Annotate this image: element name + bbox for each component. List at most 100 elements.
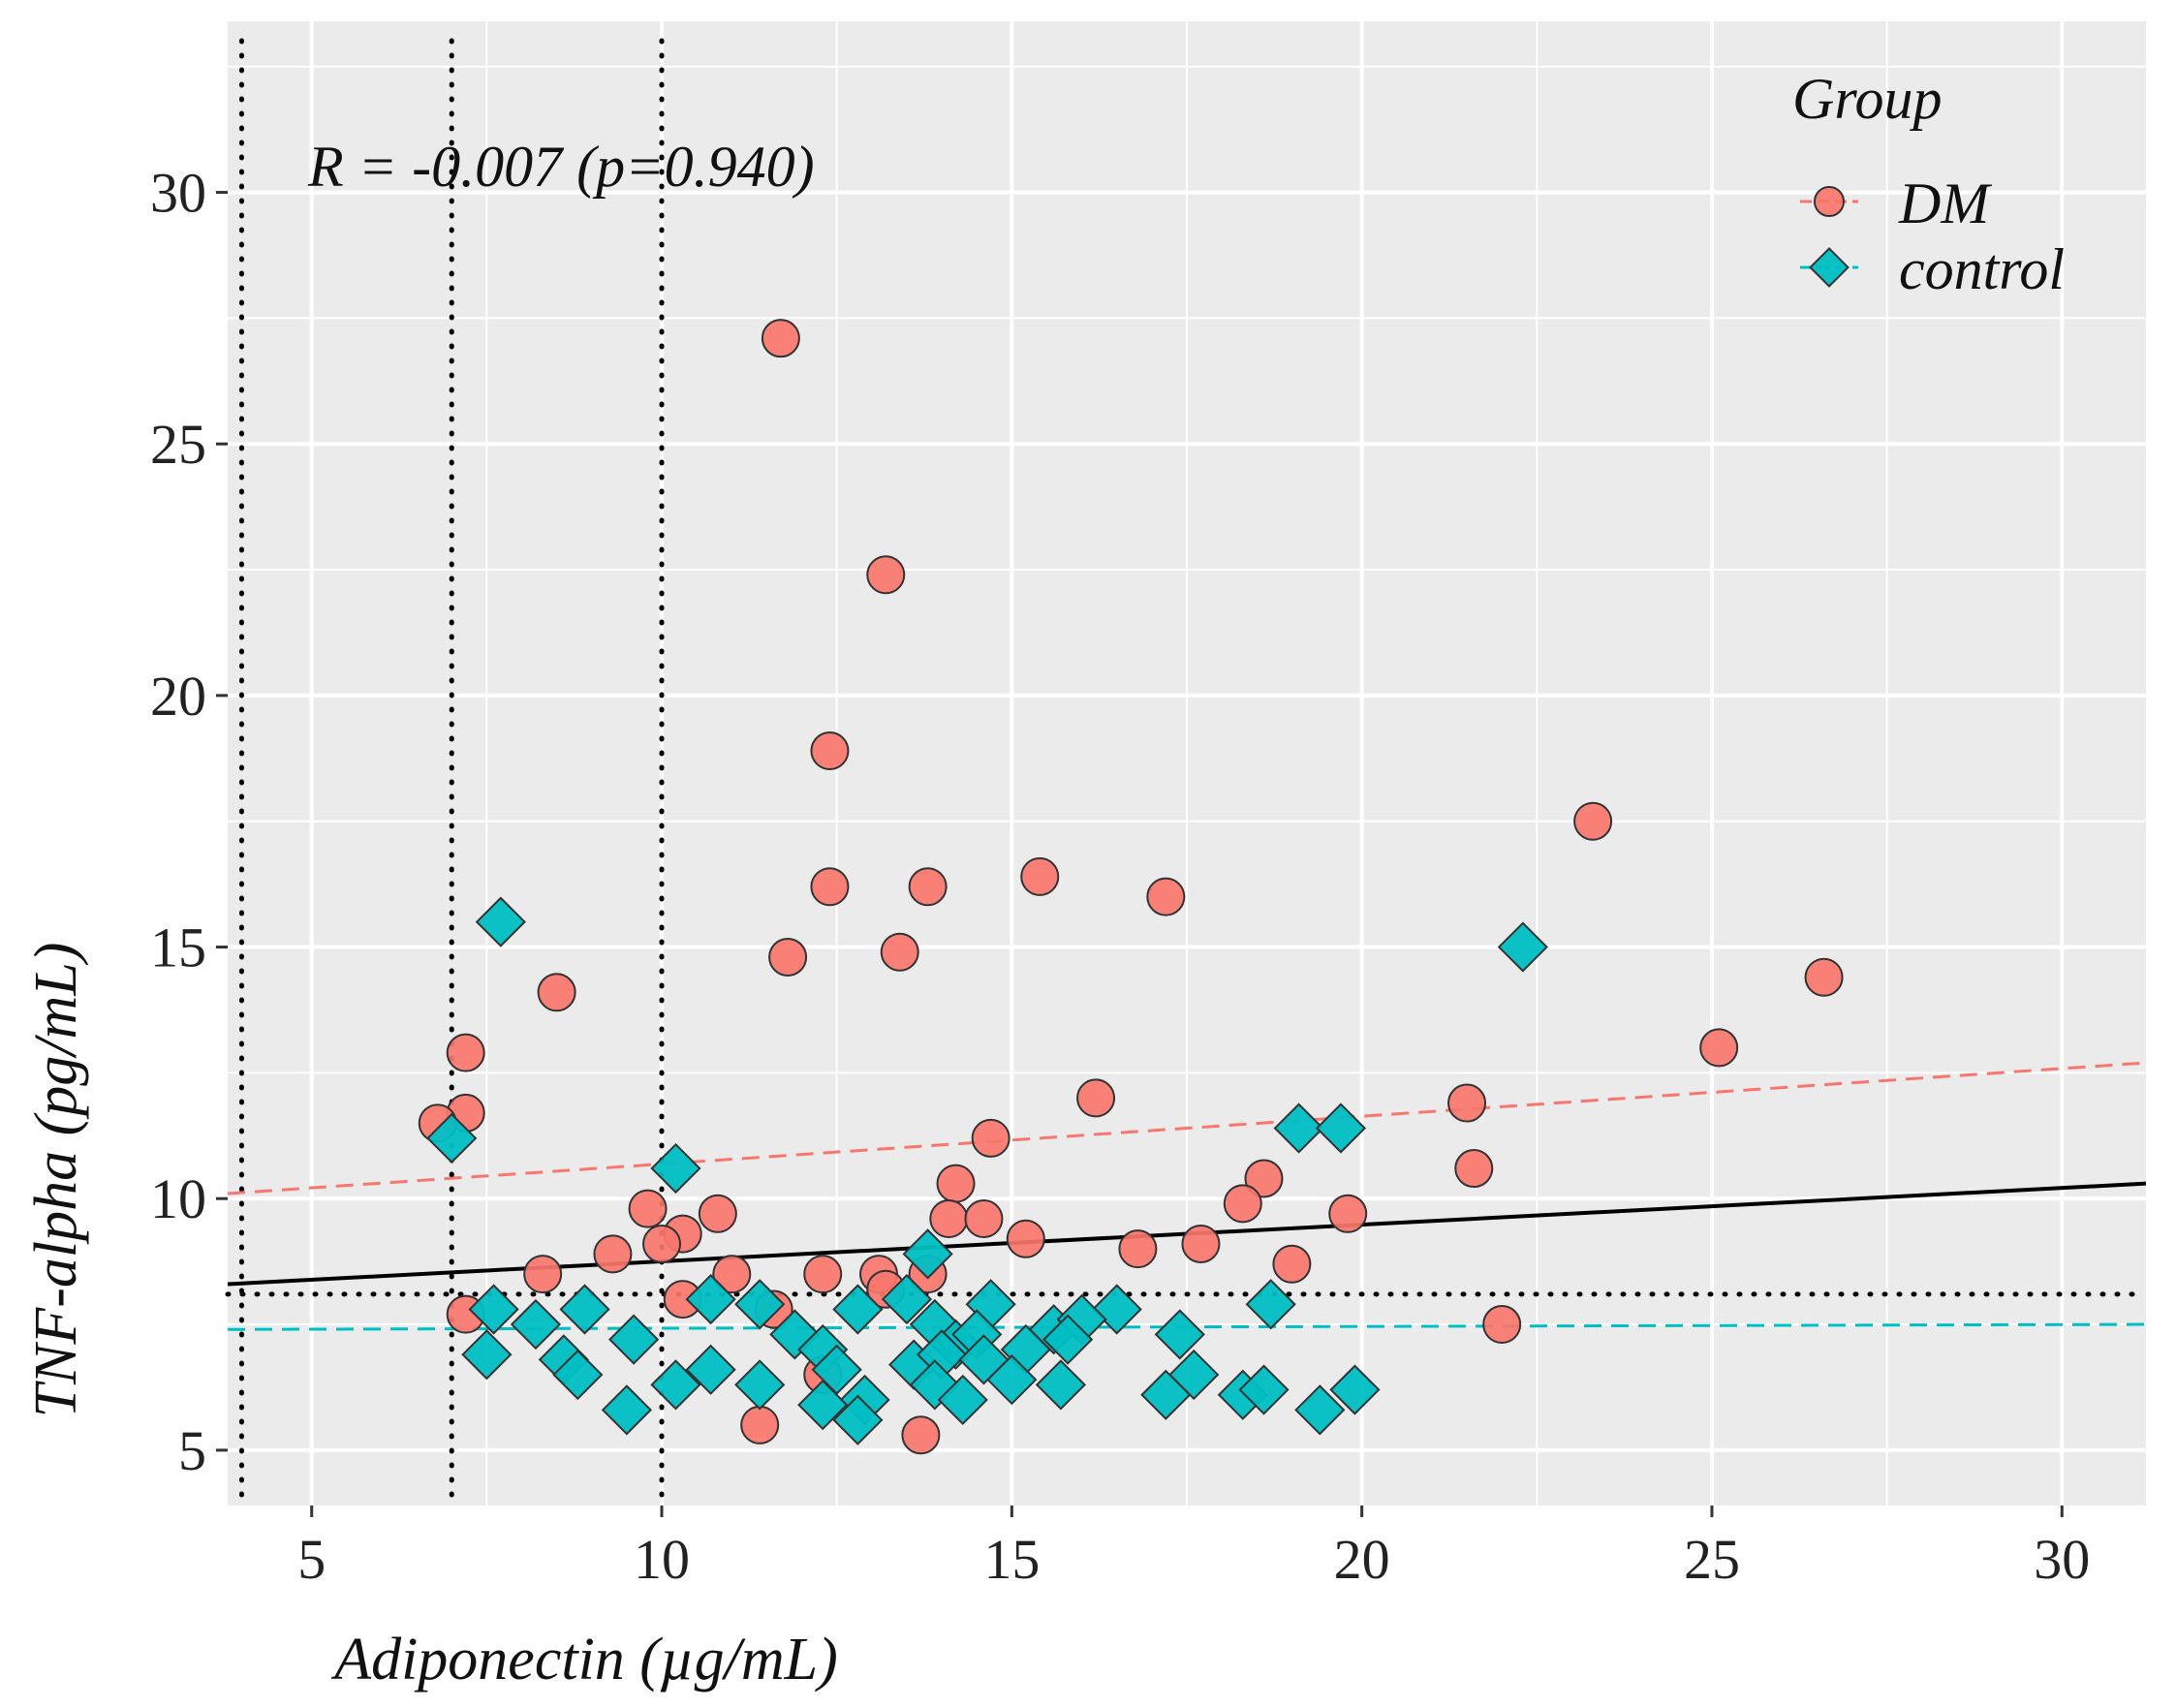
y-tick-label: 30 [150,162,206,225]
legend-key-control-icon [1809,247,1850,288]
data-point-control [510,1298,562,1351]
data-point-control [881,1273,933,1325]
data-point-control [832,1394,884,1445]
data-point-dm [1118,1229,1158,1269]
data-point-dm [810,867,850,907]
data-point-control [608,1314,660,1365]
data-point-control [552,1349,604,1401]
data-point-control [832,1284,884,1335]
y-tick-label: 10 [150,1167,206,1230]
data-point-dm [1146,877,1186,916]
data-point-dm [523,1255,563,1294]
data-point-dm [537,973,576,1012]
data-point-control [475,896,526,947]
data-point-control [468,1284,519,1335]
data-point-control [1168,1349,1220,1401]
data-point-dm [964,1198,1004,1238]
data-point-control [685,1344,736,1395]
data-point-dm [1447,1083,1487,1123]
data-point-control [986,1354,1038,1406]
data-point-dm [740,1405,780,1444]
data-point-dm [712,1255,752,1294]
x-axis-title: Adiponectin (µg/mL) [330,1627,838,1692]
fit-line-dm [227,1061,2147,1196]
data-point-control [650,1142,701,1195]
data-point-control [734,1279,786,1330]
x-tick-label: 20 [1334,1528,1390,1591]
axes: 5 10 15 20 25 30 5 10 15 20 25 30 [150,162,2090,1591]
y-axis-title: TNF-alpha (pg/mL) [23,943,89,1418]
legend-label-control: control [1899,237,2065,301]
legend-label-dm: DM [1898,171,1992,235]
data-point-dm [901,1415,941,1455]
data-point-control [797,1380,849,1431]
data-point-control [1140,1369,1192,1420]
y-tick-label: 20 [150,665,206,728]
data-point-dm [446,1033,485,1072]
data-point-dm [1272,1244,1312,1284]
data-point-dm [971,1118,1010,1158]
data-point-control [902,1228,953,1280]
data-point-control [1294,1384,1346,1436]
x-tick-label: 10 [634,1528,690,1591]
y-tick-label: 5 [178,1419,206,1482]
legend-key-dm-icon [1814,186,1845,217]
data-point-dm [880,932,919,972]
data-point-dm [1006,1219,1045,1258]
x-tick-label: 15 [983,1528,1040,1591]
data-point-control [1091,1284,1142,1335]
legend: Group DM control [1792,67,2065,301]
y-tick-label: 25 [150,413,206,476]
data-point-dm [1223,1184,1262,1224]
data-point-dm [1454,1149,1494,1189]
data-point-dm [1804,957,1844,997]
data-point-dm [1328,1194,1368,1233]
data-point-dm [642,1224,682,1263]
data-point-control [1154,1309,1205,1360]
data-point-control [601,1384,653,1436]
data-point-control [559,1284,610,1335]
data-point-dm [1244,1159,1284,1198]
data-point-control [734,1359,786,1411]
data-point-control [1042,1314,1094,1365]
data-point-dm [698,1194,737,1233]
data-point-control [1245,1279,1296,1330]
data-point-dm [929,1198,969,1238]
y-tick-label: 15 [150,916,206,979]
data-point-dm [866,555,906,595]
data-point-control [958,1334,1010,1385]
data-point-dm [908,867,948,907]
x-tick-label: 5 [297,1528,326,1591]
correlation-annotation: R = -0.007 (p=0.940) [307,135,815,199]
legend-keys [1800,186,1858,288]
data-point-dm [936,1164,976,1203]
data-point-dm [1181,1224,1221,1263]
data-point-dm [593,1234,633,1274]
x-tick-label: 25 [1684,1528,1740,1591]
legend-title: Group [1792,67,1942,131]
data-points [418,319,1844,1455]
data-point-control [909,1359,960,1411]
data-point-dm [1482,1305,1522,1345]
data-point-dm [628,1189,668,1228]
data-point-control [1238,1364,1290,1415]
data-point-dm [803,1255,843,1294]
data-point-dm [761,319,800,358]
x-tick-label: 30 [2034,1528,2090,1591]
data-point-control [1329,1364,1381,1415]
data-point-control [685,1273,736,1325]
data-point-control [1273,1102,1324,1154]
data-point-dm [1699,1028,1739,1068]
data-point-control [1497,921,1548,973]
data-point-control [461,1329,513,1381]
data-point-dm [810,731,850,771]
data-point-control [650,1359,701,1411]
data-point-dm [1573,801,1613,841]
data-point-control [1035,1359,1087,1411]
data-point-control [426,1112,478,1165]
data-point-dm [1076,1078,1116,1118]
data-point-control [1315,1102,1367,1154]
data-point-control [937,1374,988,1426]
data-point-dm [1020,856,1060,896]
